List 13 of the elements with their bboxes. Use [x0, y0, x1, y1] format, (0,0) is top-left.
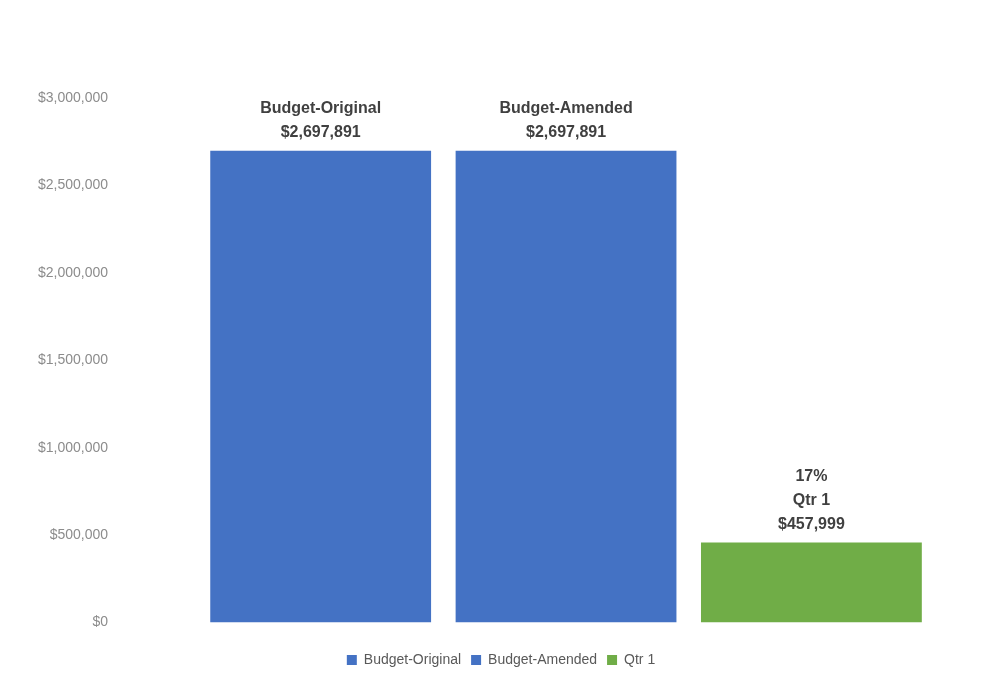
legend-label: Budget-Amended	[488, 650, 598, 667]
y-tick-label: $1,500,000	[37, 351, 109, 368]
y-tick-label: $2,000,000	[37, 263, 109, 280]
y-tick-label: $0	[92, 613, 109, 630]
legend-label: Budget-Original	[363, 650, 462, 667]
y-tick-label: $2,500,000	[37, 176, 109, 193]
y-tick-label: $500,000	[49, 526, 109, 543]
data-label: Budget-Original $2,697,891	[260, 99, 382, 141]
data-label: 17% Qtr 1 $457,999	[778, 466, 845, 532]
data-label: Budget-Amended $2,697,891	[499, 99, 633, 141]
y-tick-label: $1,000,000	[37, 438, 109, 455]
y-tick-label: $3,000,000	[37, 88, 109, 105]
legend-label: Qtr 1	[624, 650, 656, 667]
